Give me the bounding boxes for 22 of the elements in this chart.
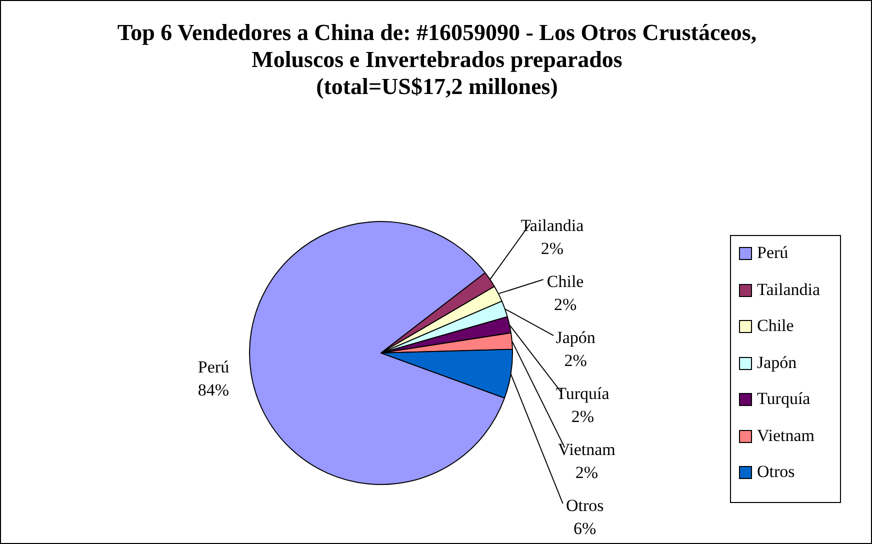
data-label: 2% bbox=[575, 462, 598, 482]
legend-label: Otros bbox=[757, 461, 795, 483]
slice-label: Vietnam bbox=[558, 440, 616, 459]
legend-label: Chile bbox=[757, 315, 794, 337]
legend-label: Japón bbox=[757, 352, 797, 374]
slice-label: Otros bbox=[566, 496, 604, 515]
slice-label: Chile bbox=[546, 272, 584, 291]
data-label: 2% bbox=[540, 238, 564, 258]
legend-label: Tailandia bbox=[757, 278, 820, 300]
data-label: 6% bbox=[574, 518, 596, 538]
data-label: 84% bbox=[198, 380, 230, 400]
chart-title: Top 6 Vendedores a China de: #16059090 - Los Otros Crustáceos, Moluscos e Invertebrados preparados (total=US$17,2 millones) bbox=[116, 19, 758, 100]
legend-label: Perú bbox=[757, 242, 788, 264]
data-label: 2% bbox=[554, 294, 577, 314]
legend-label: Vietnam bbox=[757, 424, 815, 446]
slice-label: Turquía bbox=[556, 384, 610, 403]
slice-label: Japón bbox=[556, 328, 596, 347]
legend-label: Turquía bbox=[757, 388, 810, 410]
slice-label: Perú bbox=[198, 357, 230, 376]
slice-label: Tailandia bbox=[520, 216, 584, 235]
data-label: 2% bbox=[564, 350, 587, 370]
data-label: 2% bbox=[571, 406, 594, 426]
